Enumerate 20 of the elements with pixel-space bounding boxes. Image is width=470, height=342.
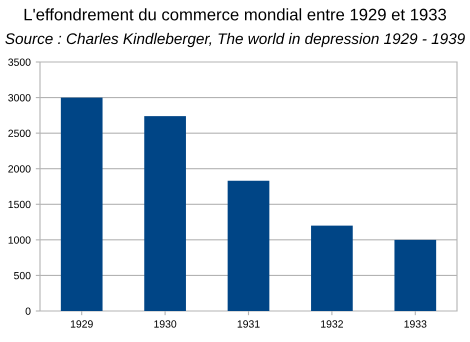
bar bbox=[394, 240, 436, 311]
chart-subtitle: Source : Charles Kindleberger, The world in depression 1929 - 1939 bbox=[5, 32, 465, 48]
y-tick-label: 2000 bbox=[8, 165, 31, 173]
y-tick-label: 2500 bbox=[8, 130, 31, 138]
bar bbox=[144, 116, 186, 311]
bar bbox=[60, 98, 103, 311]
y-tick-label: 500 bbox=[14, 272, 31, 280]
y-tick-label: 0 bbox=[26, 308, 31, 315]
x-tick-label: 1930 bbox=[154, 320, 176, 328]
x-tick-label: 1932 bbox=[321, 320, 343, 328]
x-tick-label: 1931 bbox=[238, 320, 260, 328]
y-tick-label: 1500 bbox=[8, 200, 31, 208]
y-tick-label: 3000 bbox=[8, 94, 31, 102]
chart-title: L'effondrement du commerce mondial entre 1929 et 1933 bbox=[24, 8, 446, 20]
x-tick-label: 1933 bbox=[404, 320, 426, 328]
bar bbox=[228, 180, 270, 311]
bar bbox=[311, 226, 353, 311]
y-tick-label: 3500 bbox=[8, 58, 31, 66]
y-tick-label: 1000 bbox=[8, 236, 31, 244]
x-tick-label: 1929 bbox=[70, 320, 93, 328]
